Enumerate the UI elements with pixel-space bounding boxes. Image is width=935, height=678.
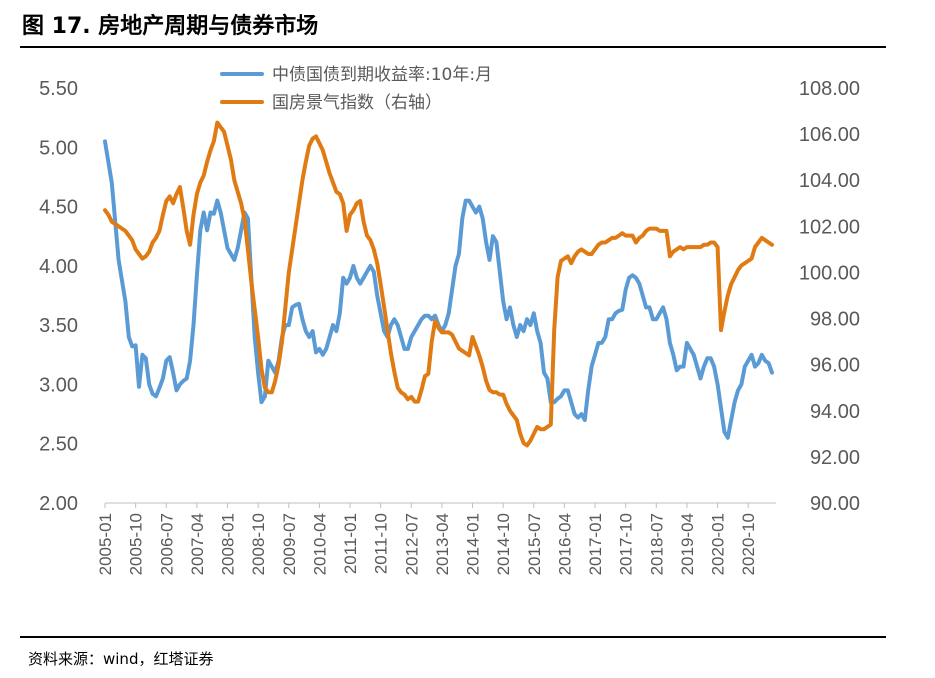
right-y-tick-label: 90.00 — [810, 493, 860, 515]
left-y-tick-label: 5.50 — [39, 78, 78, 100]
right-y-tick-label: 98.00 — [810, 309, 860, 331]
left-y-tick-label: 3.50 — [39, 315, 78, 337]
x-tick-label: 2017-10 — [617, 513, 636, 575]
left-y-tick-label: 4.00 — [39, 256, 78, 278]
series-lines — [103, 120, 774, 448]
x-tick-label: 2020-01 — [709, 513, 728, 575]
x-tick-label: 2007-04 — [188, 513, 207, 575]
legend-label-bond: 中债国债到期收益率:10年:月 — [272, 65, 492, 85]
title-underline — [20, 46, 886, 48]
x-tick-label: 2014-10 — [494, 513, 513, 575]
x-tick-label: 2013-04 — [433, 513, 452, 575]
right-y-tick-label: 94.00 — [810, 401, 860, 423]
right-y-tick-label: 108.00 — [799, 78, 860, 100]
left-y-axis-ticks: 2.00 2.50 3.00 3.50 4.00 4.50 5.00 5.50 — [39, 78, 78, 515]
x-tick-label: 2008-10 — [249, 513, 268, 575]
x-tick-label: 2011-01 — [341, 513, 360, 574]
x-tick-label: 2012-07 — [402, 513, 421, 575]
right-y-tick-label: 96.00 — [810, 355, 860, 377]
x-tick-label: 2016-04 — [555, 513, 574, 575]
right-y-tick-label: 102.00 — [799, 216, 860, 238]
x-tick-label: 2015-07 — [525, 513, 544, 575]
housing-index-line — [103, 120, 774, 448]
x-tick-label: 2010-04 — [310, 513, 329, 575]
x-tick-label: 2020-10 — [739, 513, 758, 575]
right-y-tick-label: 106.00 — [799, 124, 860, 146]
left-y-tick-label: 4.50 — [39, 197, 78, 219]
x-axis-ticks: 2005-01 2005-10 2006-07 2007-04 2008-01 2008-… — [96, 503, 758, 575]
x-tick-label: 2011-10 — [372, 513, 391, 574]
left-y-tick-label: 2.00 — [39, 493, 78, 515]
x-tick-label: 2006-07 — [157, 513, 176, 575]
footer-rule — [20, 636, 886, 638]
right-y-tick-label: 104.00 — [799, 170, 860, 192]
source-note: 资料来源：wind，红塔证券 — [28, 650, 214, 668]
x-tick-label: 2009-07 — [280, 513, 299, 575]
left-y-tick-label: 3.00 — [39, 374, 78, 396]
figure-title: 图 17. 房地产周期与债券市场 — [22, 14, 319, 39]
left-y-tick-label: 2.50 — [39, 434, 78, 456]
x-tick-label: 2018-07 — [647, 513, 666, 575]
x-tick-label: 2005-01 — [96, 513, 115, 575]
legend-label-housing: 国房景气指数（右轴） — [272, 93, 442, 113]
right-y-tick-label: 100.00 — [799, 262, 860, 284]
x-tick-label: 2019-04 — [678, 513, 697, 575]
x-tick-label: 2017-01 — [586, 513, 605, 575]
bond-yield-line — [103, 139, 774, 440]
x-tick-label: 2014-01 — [464, 513, 483, 575]
right-y-tick-label: 92.00 — [810, 447, 860, 469]
x-tick-label: 2008-01 — [219, 513, 238, 575]
x-tick-label: 2005-10 — [127, 513, 146, 575]
right-y-axis-ticks: 90.00 92.00 94.00 96.00 98.00 100.00 102.00 104… — [799, 78, 860, 515]
left-y-tick-label: 5.00 — [39, 137, 78, 159]
